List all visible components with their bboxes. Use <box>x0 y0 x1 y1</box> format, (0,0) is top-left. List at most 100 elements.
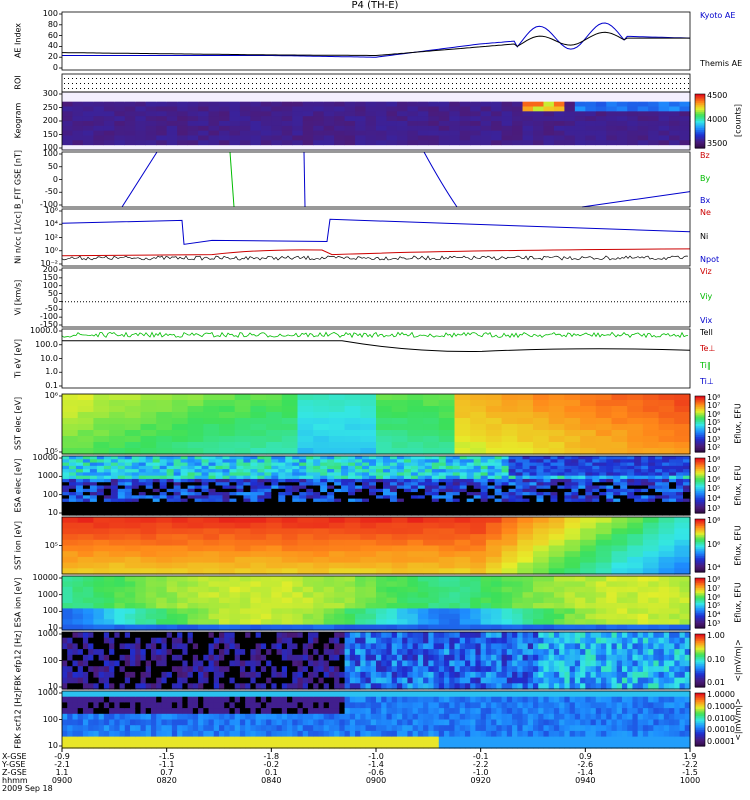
colorbar-tick-label: 0.0100 <box>707 713 735 723</box>
roi-dot <box>588 83 589 84</box>
roi-dot <box>628 88 629 89</box>
y-tick-label: 10 <box>47 623 58 632</box>
roi-dot <box>452 88 453 89</box>
roi-dot <box>648 78 649 79</box>
colorbar-tick-label: 10⁵ <box>707 484 721 494</box>
roi-dot <box>196 83 197 84</box>
roi-dot <box>684 83 685 84</box>
roi-dot <box>156 78 157 79</box>
y-tick-label: 100 <box>42 714 58 724</box>
colorbar-tick-label: 10² <box>707 443 721 452</box>
roi-dot <box>80 83 81 84</box>
roi-dot <box>176 78 177 79</box>
roi-dot <box>428 88 429 89</box>
y-tick-label: 10⁵ <box>44 540 58 550</box>
roi-dot <box>112 83 113 84</box>
roi-dot <box>132 78 133 79</box>
colorbar-tick-label: 10⁶ <box>707 409 721 419</box>
roi-dot <box>120 83 121 84</box>
roi-dot <box>656 88 657 89</box>
roi-dot <box>676 83 677 84</box>
y-tick-label: -50 <box>44 187 58 197</box>
roi-dot <box>132 83 133 84</box>
roi-dot <box>88 88 89 89</box>
roi-dot <box>680 78 681 79</box>
colorbar-tick-label: 10⁴ <box>707 426 721 436</box>
roi-dot <box>404 88 405 89</box>
roi-dot <box>508 78 509 79</box>
roi-dot <box>160 88 161 89</box>
roi-dot <box>160 83 161 84</box>
roi-dot <box>576 78 577 79</box>
roi-dot <box>340 83 341 84</box>
roi-dot <box>184 88 185 89</box>
colorbar-tick-label: 10³ <box>707 504 721 513</box>
roi-dot <box>68 83 69 84</box>
roi-dot <box>312 78 313 79</box>
roi-dot <box>172 78 173 79</box>
roi-dot <box>388 83 389 84</box>
roi-dot <box>560 83 561 84</box>
roi-dot <box>244 78 245 79</box>
roi-dot <box>124 88 125 89</box>
roi-dot <box>440 78 441 79</box>
roi-dot <box>112 78 113 79</box>
y-tick-label: 100 <box>42 655 58 665</box>
roi-dot <box>480 78 481 79</box>
legend-entry: Kyoto AE <box>700 11 736 20</box>
colorbar <box>694 395 706 453</box>
roi-dot <box>500 88 501 89</box>
roi-dot <box>676 78 677 79</box>
roi-dot <box>92 83 93 84</box>
x-row-label: X-GSE <box>2 752 27 761</box>
roi-dot <box>176 88 177 89</box>
colorbar-label: <|mV/m|> <box>733 697 743 741</box>
roi-dot <box>652 88 653 89</box>
roi-dot <box>620 88 621 89</box>
roi-dot <box>660 88 661 89</box>
roi-dot <box>604 83 605 84</box>
roi-dot <box>68 88 69 89</box>
roi-dot <box>352 83 353 84</box>
x-tick-label: 0900 <box>51 776 73 785</box>
roi-dot <box>64 83 65 84</box>
ni-line <box>61 218 691 245</box>
x-tick-label: -1.1 <box>158 760 175 769</box>
roi-dot <box>612 78 613 79</box>
y-tick-label: 10⁰ <box>44 245 58 255</box>
y-tick-label: 250 <box>42 102 58 112</box>
roi-dot <box>596 78 597 79</box>
y-tick-label: 100 <box>42 606 58 616</box>
roi-dot <box>668 78 669 79</box>
roi-dot <box>560 78 561 79</box>
roi-dot <box>448 88 449 89</box>
roi-dot <box>76 83 77 84</box>
roi-dot <box>624 83 625 84</box>
roi-dot <box>472 88 473 89</box>
colorbar-tick-label: 10⁴ <box>707 610 721 620</box>
roi-dot <box>444 78 445 79</box>
roi-dot <box>548 78 549 79</box>
colorbar-tick-label: 1.00 <box>707 631 725 640</box>
roi-dot <box>672 83 673 84</box>
roi-dot <box>384 78 385 79</box>
roi-dot <box>124 83 125 84</box>
x-tick-label: 0.7 <box>160 768 174 777</box>
legend-entry: Viz <box>700 267 712 276</box>
roi-dot <box>356 88 357 89</box>
roi-dot <box>128 83 129 84</box>
roi-dot <box>540 88 541 89</box>
fbk-efield-spectrogram <box>62 632 691 690</box>
roi-dot <box>180 88 181 89</box>
roi-dot <box>240 83 241 84</box>
y-tick-label: 200 <box>42 116 58 125</box>
colorbar-tick-label: 10⁵ <box>707 601 721 611</box>
x-tick-label: 0940 <box>575 776 596 785</box>
roi-dot <box>140 88 141 89</box>
roi-dot <box>568 78 569 79</box>
roi-dot <box>600 88 601 89</box>
roi-dot <box>576 83 577 84</box>
legend-entry: Ti⊥ <box>700 377 714 386</box>
roi-dot <box>128 88 129 89</box>
roi-dot <box>384 88 385 89</box>
